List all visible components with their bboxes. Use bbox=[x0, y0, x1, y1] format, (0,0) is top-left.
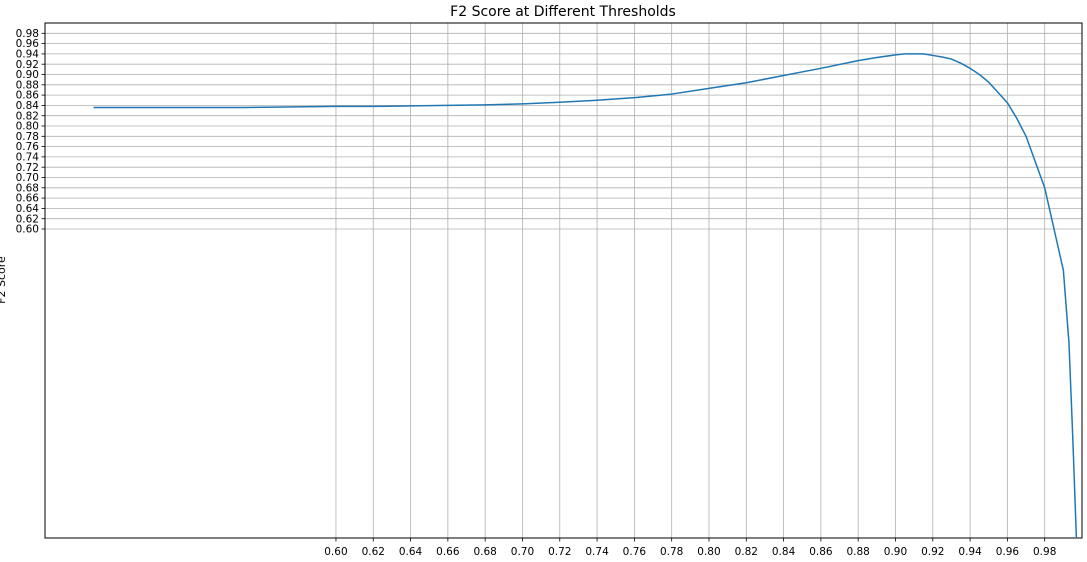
y-tick-label: 0.98 bbox=[16, 28, 39, 40]
y-tick-label: 0.86 bbox=[16, 90, 40, 102]
x-tick-label: 0.68 bbox=[473, 546, 496, 558]
grid bbox=[45, 23, 1082, 538]
x-tick-label: 0.86 bbox=[809, 546, 833, 558]
y-tick-label: 0.94 bbox=[16, 49, 40, 61]
x-tick-label: 0.74 bbox=[585, 546, 609, 558]
x-tick-label: 0.92 bbox=[921, 546, 944, 558]
y-tick-label: 0.62 bbox=[16, 213, 39, 225]
x-tick-label: 0.70 bbox=[511, 546, 534, 558]
y-tick-label: 0.68 bbox=[16, 182, 39, 194]
x-axis-ticks: 0.60 0.62 0.64 0.66 0.68 0.70 0.72 0.74 0.76 0.78… bbox=[324, 538, 1056, 558]
y-tick-label: 0.66 bbox=[16, 193, 40, 205]
y-tick-label: 0.92 bbox=[16, 59, 39, 71]
x-tick-label: 0.64 bbox=[399, 546, 423, 558]
chart-title: F2 Score at Different Thresholds bbox=[450, 4, 676, 20]
plot-area-frame bbox=[44, 22, 1083, 539]
x-tick-label: 0.76 bbox=[623, 546, 647, 558]
x-tick-label: 0.94 bbox=[958, 546, 982, 558]
x-tick-label: 0.84 bbox=[772, 546, 796, 558]
y-tick-label: 0.76 bbox=[16, 141, 40, 153]
x-tick-label: 0.96 bbox=[996, 546, 1020, 558]
x-tick-label: 0.90 bbox=[884, 546, 907, 558]
x-tick-label: 0.62 bbox=[362, 546, 385, 558]
y-tick-label: 0.78 bbox=[16, 131, 39, 143]
series-layer bbox=[93, 53, 1078, 539]
x-tick-label: 0.98 bbox=[1033, 546, 1056, 558]
x-tick-label: 0.72 bbox=[548, 546, 571, 558]
y-tick-label: 0.80 bbox=[16, 121, 39, 133]
y-tick-label: 0.84 bbox=[16, 100, 40, 112]
x-tick-label: 0.66 bbox=[436, 546, 460, 558]
x-tick-label: 0.88 bbox=[846, 546, 869, 558]
x-tick-label: 0.82 bbox=[735, 546, 758, 558]
y-tick-label: 0.60 bbox=[16, 224, 39, 236]
x-tick-label: 0.60 bbox=[324, 546, 347, 558]
y-axis-ticks: 0.600.620.640.660.680.700.720.740.760.78… bbox=[16, 28, 45, 236]
y-tick-label: 0.96 bbox=[16, 38, 40, 50]
y-tick-label: 0.70 bbox=[16, 172, 39, 184]
x-tick-label: 0.80 bbox=[697, 546, 720, 558]
y-tick-label: 0.74 bbox=[16, 152, 40, 164]
x-tick-label: 0.78 bbox=[660, 546, 683, 558]
series-line-0 bbox=[93, 53, 1078, 539]
y-axis-label: F2 Score bbox=[0, 256, 8, 304]
y-tick-label: 0.64 bbox=[16, 203, 40, 215]
y-tick-label: 0.72 bbox=[16, 162, 39, 174]
y-tick-label: 0.82 bbox=[16, 110, 39, 122]
y-tick-label: 0.88 bbox=[16, 79, 39, 91]
y-tick-label: 0.90 bbox=[16, 69, 39, 81]
